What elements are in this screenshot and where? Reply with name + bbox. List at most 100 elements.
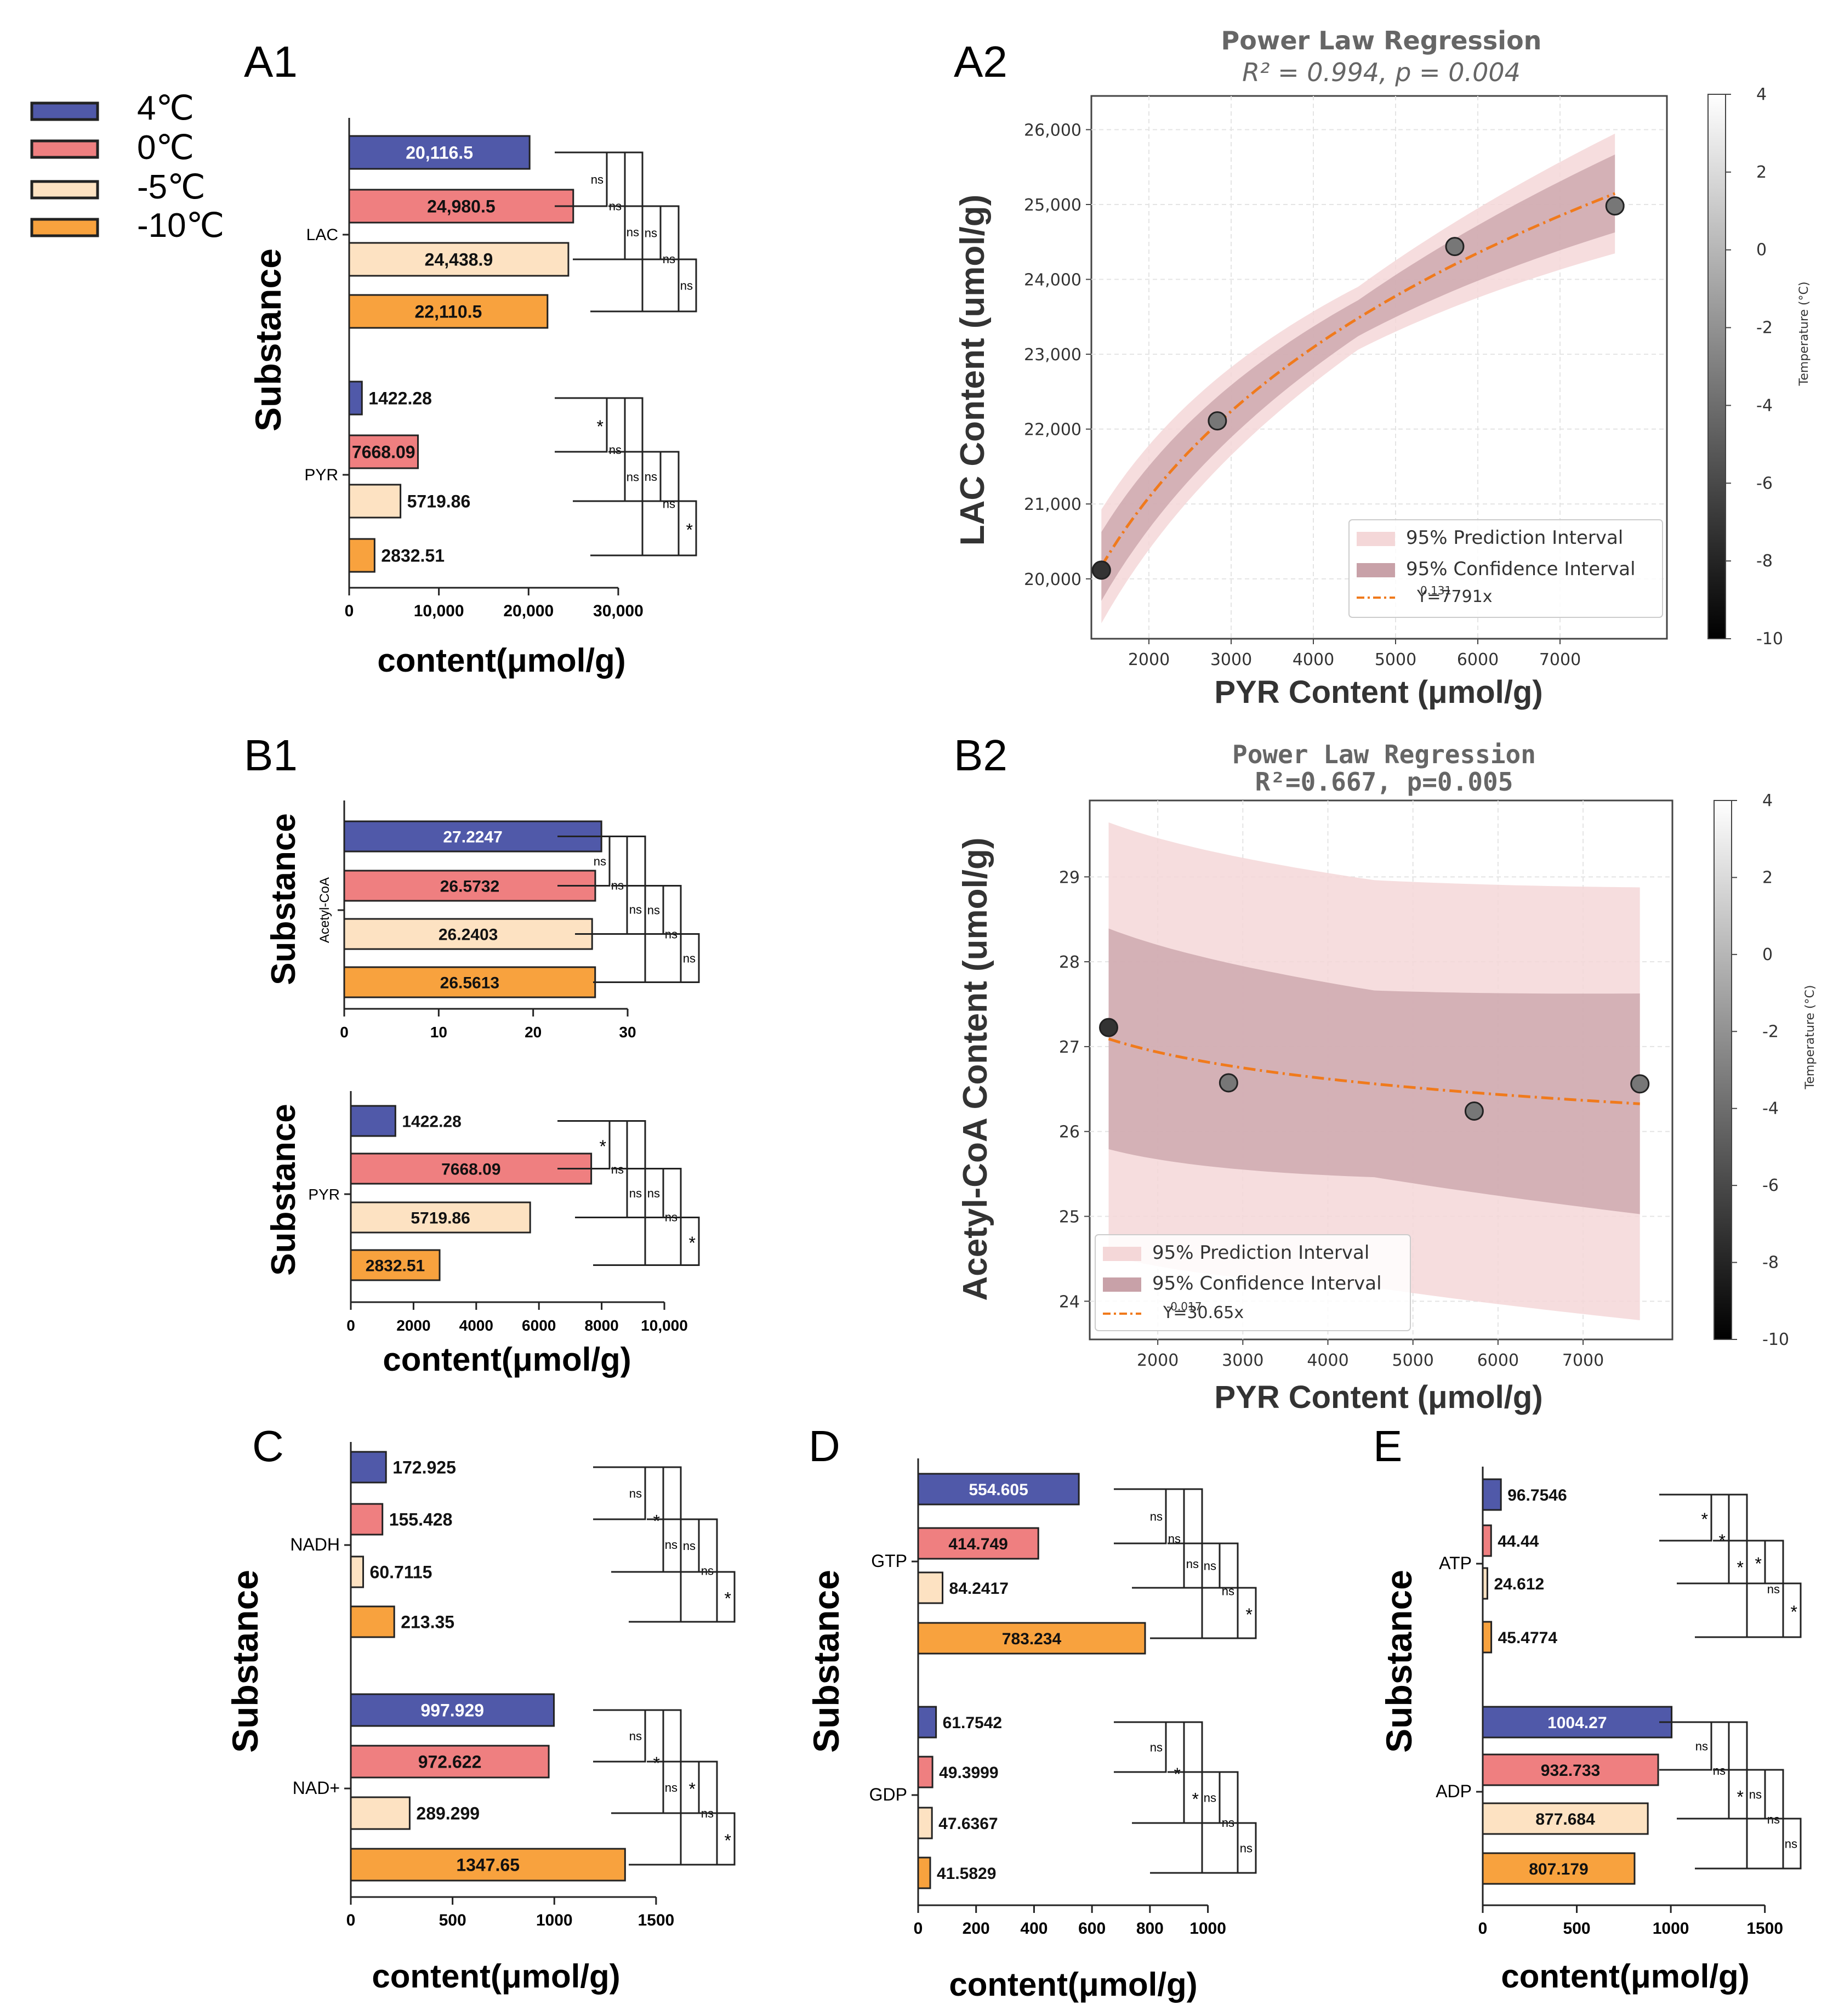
bar-value-label: 20,116.5: [406, 143, 473, 163]
significance-bracket: [590, 151, 644, 313]
bar: [917, 1571, 944, 1604]
significance-mark: *: [725, 1589, 731, 1609]
bar: [917, 1527, 1039, 1560]
regression-legend-box: [1348, 519, 1663, 618]
panel-b1-pyr-bar-chart: Substance content(μmol/g) 0 2000 4000 6000 8…: [265, 1091, 700, 1378]
b1b-xlabel: content(μmol/g): [383, 1341, 631, 1378]
bar-value-label: 1422.28: [402, 1112, 461, 1131]
data-point: [1208, 411, 1227, 431]
legend-swatch-0c: [30, 139, 99, 159]
significance-mark: ns: [591, 173, 604, 186]
legend-swatch-prediction: [1103, 1247, 1141, 1261]
b2-xlabel: PYR Content (μmol/g): [1214, 1379, 1542, 1415]
y-tick-label: 27: [1059, 1038, 1080, 1057]
significance-mark: ns: [1785, 1837, 1797, 1851]
x-tick-label: 3000: [1222, 1351, 1263, 1370]
bar: [348, 189, 574, 224]
x-tick-label: 5000: [1392, 1351, 1434, 1370]
x-tick-label: 800: [1136, 1920, 1164, 1938]
colorbar-tick-label: -6: [1762, 1176, 1779, 1195]
bar-value-label: 2832.51: [366, 1257, 425, 1275]
bar-value-label: 783.234: [1002, 1630, 1062, 1648]
bar-value-label: 47.6367: [938, 1815, 998, 1833]
significance-mark: *: [600, 1137, 606, 1156]
b1a-ylabel: Substance: [265, 813, 303, 985]
category-label: NADH: [290, 1535, 340, 1554]
bar-value-label: 5719.86: [411, 1209, 470, 1227]
significance-mark: ns: [680, 279, 693, 293]
bar: [348, 484, 402, 519]
colorbar-tick-label: -10: [1756, 629, 1783, 649]
b2-title: Power Law Regression: [1232, 740, 1536, 769]
bar-value-label: 972.622: [418, 1752, 482, 1772]
temperature-legend: 4℃ 0℃ -5℃ -10℃: [30, 89, 224, 245]
panel-label-b2: B2: [954, 731, 1007, 780]
x-tick-label: 2000: [396, 1317, 430, 1334]
d-ylabel: Substance: [806, 1570, 846, 1753]
x-tick-label: 0: [1478, 1920, 1488, 1938]
significance-bracket: [1150, 1488, 1203, 1639]
legend-swatch-minus5c: [30, 180, 99, 200]
bar-value-label: 26.5613: [440, 974, 499, 992]
colorbar-tick-label: 4: [1756, 85, 1767, 104]
bar: [350, 1796, 411, 1830]
x-tick-label: 10,000: [414, 602, 464, 620]
a2-subtitle: R² = 0.994, p = 0.004: [1242, 58, 1521, 87]
significance-mark: ns: [1168, 1532, 1181, 1546]
bar: [1482, 1567, 1488, 1600]
bar: [343, 966, 596, 998]
x-tick-label: 2000: [1137, 1351, 1179, 1370]
colorbar-tick-label: 0: [1762, 945, 1773, 964]
legend-fit-label: Y=7791x: [1416, 587, 1493, 606]
x-tick-label: 1000: [536, 1911, 573, 1929]
panel-c-bar-chart: C Substance content(μmol/g) 0 500 1000 1500…: [225, 1422, 736, 1995]
x-tick-label: 6000: [522, 1317, 556, 1334]
bar: [917, 1473, 1080, 1506]
legend-swatch-minus10c: [30, 218, 99, 237]
x-tick-label: 6000: [1477, 1351, 1519, 1370]
significance-bracket: [1695, 1493, 1748, 1638]
bar: [348, 135, 531, 170]
x-tick-label: 5000: [1375, 650, 1416, 669]
bar: [348, 294, 549, 329]
bar: [350, 1503, 384, 1536]
significance-mark: ns: [629, 1487, 642, 1501]
data-point: [1605, 196, 1625, 216]
colorbar-tick-label: -8: [1756, 552, 1773, 571]
significance-bracket: [644, 258, 697, 313]
significance-mark: ns: [1749, 1788, 1762, 1802]
legend-label-4c: 4℃: [137, 89, 194, 127]
significance-mark: ns: [1767, 1582, 1780, 1596]
significance-mark: *: [653, 1753, 660, 1773]
significance-mark: *: [689, 1233, 696, 1253]
y-tick-label: 22,000: [1024, 421, 1081, 440]
bar: [350, 1249, 441, 1281]
legend-swatch-prediction: [1357, 532, 1395, 546]
b1b-ylabel: Substance: [265, 1104, 303, 1276]
y-tick-label: 25: [1059, 1208, 1080, 1227]
regression-line: [1108, 1037, 1640, 1105]
x-tick-label: 4000: [459, 1317, 493, 1334]
significance-bracket: [590, 397, 644, 556]
legend-fit-label: Y=30.65x: [1163, 1303, 1244, 1322]
bar-value-label: 554.605: [969, 1481, 1028, 1499]
x-tick-label: 2000: [1128, 650, 1170, 669]
significance-bracket: [1749, 1582, 1802, 1638]
y-tick-label: 29: [1059, 868, 1080, 887]
x-tick-label: 7000: [1562, 1351, 1604, 1370]
x-tick-label: 1000: [1189, 1920, 1226, 1938]
a1-ylabel: Substance: [248, 248, 288, 431]
bar-value-label: 61.7542: [943, 1714, 1002, 1732]
bar-value-label: 60.7115: [370, 1563, 432, 1582]
significance-bracket: [1204, 1822, 1257, 1874]
legend-label-minus5c: -5℃: [137, 168, 206, 206]
bar-value-label: 41.5829: [937, 1865, 996, 1883]
data-point: [1464, 1101, 1484, 1121]
legend-prediction-label: 95% Prediction Interval: [1406, 527, 1623, 549]
legend-label-minus10c: -10℃: [137, 207, 224, 245]
colorbar-label: Temperature (°C): [1797, 282, 1811, 387]
bar-value-label: 7668.09: [352, 442, 415, 462]
e-ylabel: Substance: [1379, 1570, 1419, 1753]
x-tick-label: 0: [914, 1920, 923, 1938]
